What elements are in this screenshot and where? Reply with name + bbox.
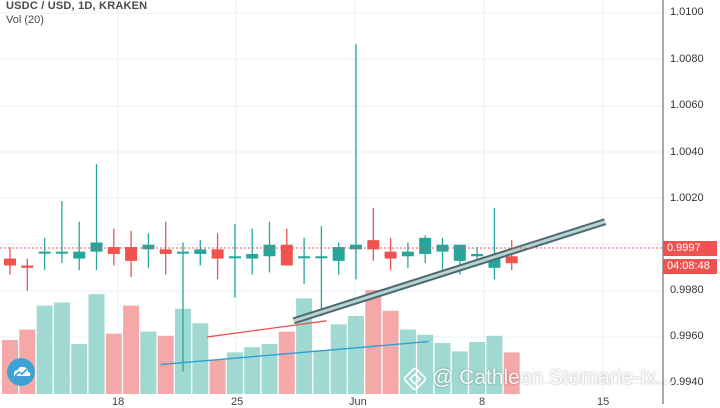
- volume-bar: [244, 347, 261, 394]
- candle-body: [350, 244, 362, 250]
- volume-bar: [348, 316, 364, 394]
- trendlines[interactable]: [160, 218, 607, 366]
- volume-bar: [53, 302, 70, 394]
- candle-body: [90, 242, 103, 252]
- volume-bar: [88, 294, 105, 394]
- trendline: [160, 340, 429, 366]
- volume-bar: [209, 359, 226, 394]
- volume-bar: [226, 352, 243, 394]
- volume-bar: [140, 331, 157, 394]
- candle-body: [263, 244, 276, 257]
- volume-bar: [71, 344, 88, 394]
- candle-body: [298, 256, 311, 259]
- volume-bar: [486, 335, 503, 394]
- trendline-main-inner: [293, 220, 606, 323]
- price-label: 1.0080: [670, 53, 704, 65]
- candle-body: [142, 244, 155, 250]
- volume-bar: [365, 290, 382, 394]
- volume-bar: [417, 334, 434, 394]
- candle-body: [194, 249, 207, 254]
- volume-bar: [469, 342, 486, 394]
- candle-body: [436, 244, 449, 252]
- candle-body: [315, 256, 328, 259]
- candle-body: [55, 251, 68, 254]
- volume-bar: [36, 305, 53, 394]
- candle-body: [73, 251, 86, 259]
- trendline: [207, 320, 327, 338]
- tradingview-cloud-icon[interactable]: [7, 358, 35, 386]
- time-label: 8: [479, 396, 486, 408]
- candle-body: [125, 247, 138, 261]
- volume-bar: [434, 343, 451, 394]
- grid-lines: [0, 0, 663, 404]
- candle-body: [471, 253, 484, 257]
- volume-bar: [157, 335, 174, 394]
- candlesticks: [4, 44, 518, 372]
- candle-body: [419, 237, 432, 254]
- watermark-text: @ Cathleen Stemarie-Ix...: [432, 366, 674, 389]
- last-price-tag: 0.9997: [663, 241, 717, 256]
- candle-body: [228, 256, 241, 259]
- candle-body: [21, 265, 34, 268]
- candle-body: [177, 251, 189, 254]
- volume-bars: [2, 290, 520, 394]
- price-label: 1.0040: [670, 146, 704, 158]
- candle-body: [159, 249, 172, 254]
- volume-indicator-label: Vol (20): [6, 14, 44, 26]
- time-label: 18: [112, 396, 125, 408]
- volume-bar: [261, 344, 278, 394]
- price-label: 1.0060: [670, 99, 704, 111]
- symbol-title: USDC / USD, 1D, KRAKEN: [6, 0, 148, 12]
- volume-bar: [313, 350, 330, 394]
- volume-bar: [382, 310, 399, 394]
- candle-body: [332, 247, 345, 261]
- candle-body: [505, 256, 518, 264]
- candle-body: [367, 240, 380, 250]
- volume-bar: [451, 351, 468, 394]
- candle-body: [488, 256, 501, 268]
- price-label: 0.9980: [670, 284, 704, 296]
- price-label: 1.0020: [670, 192, 704, 204]
- price-label: 0.9960: [670, 330, 704, 342]
- volume-bar: [503, 352, 520, 394]
- volume-bar: [123, 305, 140, 394]
- time-label: Jun: [349, 396, 367, 408]
- volume-bar: [330, 324, 347, 394]
- volume-bar: [278, 331, 295, 394]
- price-label: 1.0100: [670, 6, 704, 18]
- candle-body: [38, 251, 51, 254]
- candle-body: [246, 253, 259, 259]
- candle-body: [453, 244, 466, 261]
- candle-body: [384, 251, 397, 259]
- binance-diamond-icon: [404, 368, 426, 390]
- bar-countdown-tag: 04:08:48: [663, 259, 717, 274]
- price-label: 0.9940: [670, 376, 704, 388]
- candle-body: [4, 258, 16, 266]
- candle-body: [107, 247, 120, 254]
- time-label: 25: [231, 396, 244, 408]
- time-label: 15: [597, 396, 610, 408]
- candle-body: [280, 244, 293, 266]
- volume-bar: [192, 323, 209, 394]
- candle-body: [401, 251, 414, 257]
- candle-body: [211, 249, 224, 259]
- volume-bar: [105, 333, 122, 394]
